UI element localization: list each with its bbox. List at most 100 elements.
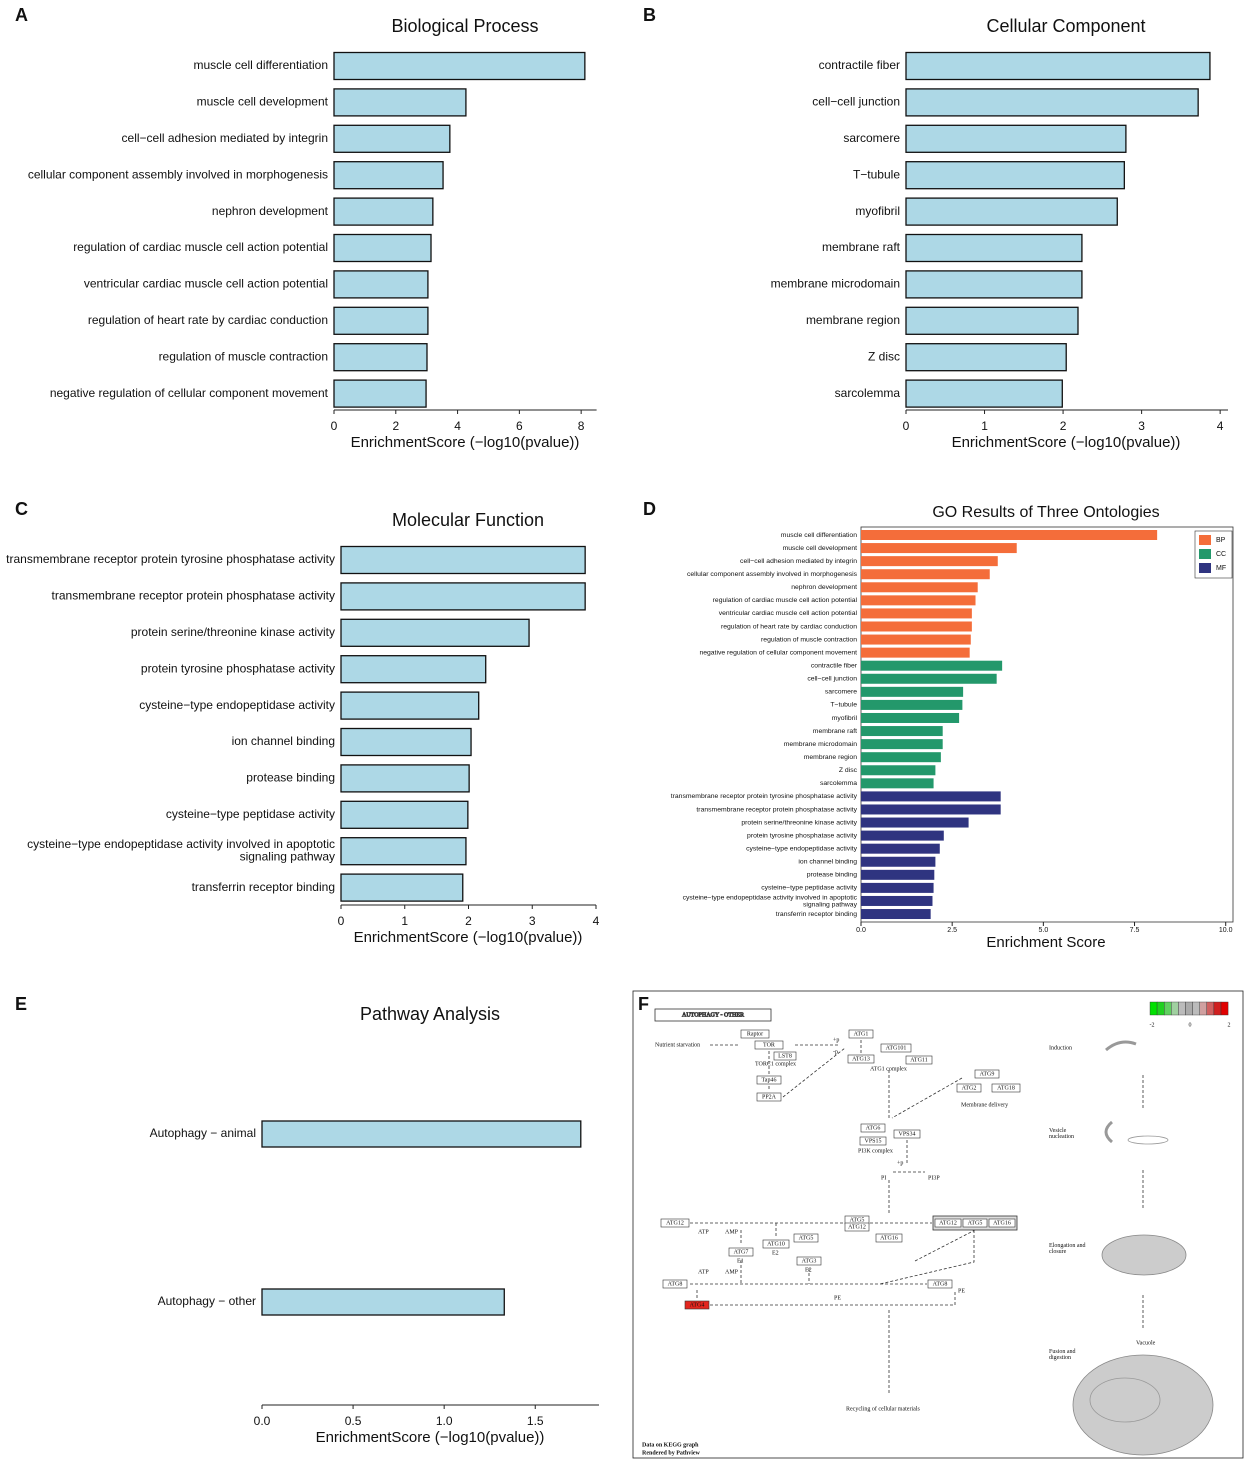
x-tick-label: 0.0	[254, 1414, 271, 1428]
y-tick-label: cellular component assembly involved in …	[28, 167, 328, 181]
diagram-text: PI	[881, 1175, 886, 1181]
bar	[861, 726, 943, 737]
gene-label: ATG101	[886, 1045, 907, 1051]
diagram-text: PI3K complex	[858, 1148, 893, 1154]
gene-label: ATG16	[993, 1220, 1011, 1226]
x-tick-label: 4	[1217, 419, 1224, 433]
y-tick-label: cell−cell adhesion mediated by integrin	[122, 131, 328, 145]
gene-box	[728, 1247, 754, 1257]
x-tick-label: 0	[338, 914, 345, 928]
bar	[861, 530, 1158, 540]
y-tick-label: membrane region	[806, 313, 900, 327]
connector-lines	[690, 1040, 1144, 1395]
gene-box	[762, 1239, 790, 1249]
legend-swatch	[1199, 535, 1211, 545]
x-tick-label: 3	[1138, 419, 1145, 433]
color-key-cell	[1213, 1001, 1222, 1016]
diagram-text: PE	[834, 1295, 841, 1301]
gene-box	[848, 1029, 874, 1039]
bar	[333, 343, 428, 372]
y-tick-label: Z disc	[868, 349, 900, 363]
y-tick-label: membrane raft	[822, 240, 901, 254]
color-key-cell	[1185, 1001, 1193, 1016]
gene-box	[962, 1218, 988, 1228]
chart-title: Molecular Function	[392, 510, 544, 530]
y-tick-label: protein serine/threonine kinase activity	[741, 819, 857, 826]
diagram-title: AUTOPHAGY - OTHER	[682, 1012, 744, 1018]
panel-frame	[632, 990, 1244, 1459]
diagram-text: E1	[737, 1258, 744, 1264]
bar	[905, 197, 1118, 226]
color-key-cell	[1220, 1001, 1229, 1016]
y-tick-label: ion channel binding	[798, 859, 857, 866]
vesicle-inside	[1089, 1377, 1161, 1423]
bar	[340, 727, 472, 757]
diagram-text: Elongation and closure	[1049, 1243, 1086, 1255]
x-tick-label: 1	[981, 419, 988, 433]
bar	[861, 778, 934, 789]
bar	[861, 804, 1001, 815]
gene-label: ATG18	[997, 1085, 1015, 1091]
bar	[861, 699, 963, 710]
bar	[861, 895, 933, 906]
diagram-text: E2	[772, 1250, 779, 1256]
bar	[905, 306, 1079, 335]
y-tick-label: protein tyrosine phosphatase activity	[141, 661, 335, 675]
bar	[861, 543, 1017, 554]
diagram-text: +p	[833, 1037, 839, 1043]
y-tick-label: contractile fiber	[819, 58, 900, 72]
gene-label: ATG2	[962, 1085, 977, 1091]
x-tick-label: 8	[578, 419, 585, 433]
color-key-label: 2	[1228, 1022, 1231, 1028]
diagram-text: Data on KEGG graph	[642, 1442, 699, 1448]
bar	[261, 1120, 582, 1148]
gene-label: ATG5	[850, 1217, 865, 1223]
bar	[905, 124, 1127, 153]
bar	[861, 634, 971, 645]
bar	[340, 655, 487, 684]
y-tick-label: protease binding	[807, 872, 857, 879]
bar	[340, 873, 464, 902]
gene-label: TOR	[763, 1042, 775, 1048]
gene-label: ATG10	[767, 1241, 785, 1247]
gene-label: ATG1	[854, 1031, 869, 1037]
bar	[905, 343, 1067, 372]
diagram-text: Nutrient starvation	[655, 1042, 700, 1048]
gene-box	[893, 1129, 921, 1139]
y-tick-label: sarcolemma	[820, 780, 857, 787]
y-tick-label: cell−cell adhesion mediated by integrin	[740, 558, 857, 565]
gene-label: Raptor	[747, 1031, 763, 1037]
panel-label: D	[643, 499, 656, 519]
gene-label: PP2A	[762, 1094, 777, 1100]
y-tick-label: T−tubule	[853, 167, 900, 181]
x-tick-label: 0	[903, 419, 910, 433]
gene-label: ATG4	[690, 1302, 705, 1308]
y-tick-label: muscle cell development	[783, 545, 858, 552]
y-tick-label: cysteine−type endopeptidase activity inv…	[683, 894, 858, 908]
diagram-text: PI3P	[928, 1175, 940, 1181]
gene-box	[756, 1092, 782, 1102]
diagram-text: +p	[897, 1160, 903, 1166]
color-key-cell	[1199, 1001, 1207, 1016]
gene-label: ATG13	[852, 1056, 870, 1062]
bar	[340, 691, 480, 720]
diagram-text: Fusion and digestion	[1049, 1349, 1076, 1361]
bar	[905, 379, 1063, 408]
y-tick-label: regulation of heart rate by cardiac cond…	[721, 623, 857, 630]
y-tick-label: negative regulation of cellular componen…	[699, 649, 857, 656]
x-axis-title: Enrichment Score	[986, 934, 1105, 951]
bar	[333, 306, 429, 335]
bar	[861, 739, 943, 750]
diagram-text: Membrane delivery	[961, 1102, 1008, 1108]
y-tick-label: regulation of cardiac muscle cell action…	[73, 240, 328, 254]
y-tick-label: Z disc	[839, 767, 858, 774]
gene-label: ATG12	[666, 1220, 684, 1226]
x-tick-label: 0	[331, 419, 338, 433]
y-tick-label: protein tyrosine phosphatase activity	[747, 832, 858, 839]
y-tick-label: sarcolemma	[835, 386, 901, 400]
y-tick-label: transmembrane receptor protein tyrosine …	[671, 793, 858, 800]
y-tick-label: T−tubule	[830, 702, 857, 709]
bar	[861, 569, 990, 580]
x-tick-label: 10.0	[1219, 927, 1233, 934]
